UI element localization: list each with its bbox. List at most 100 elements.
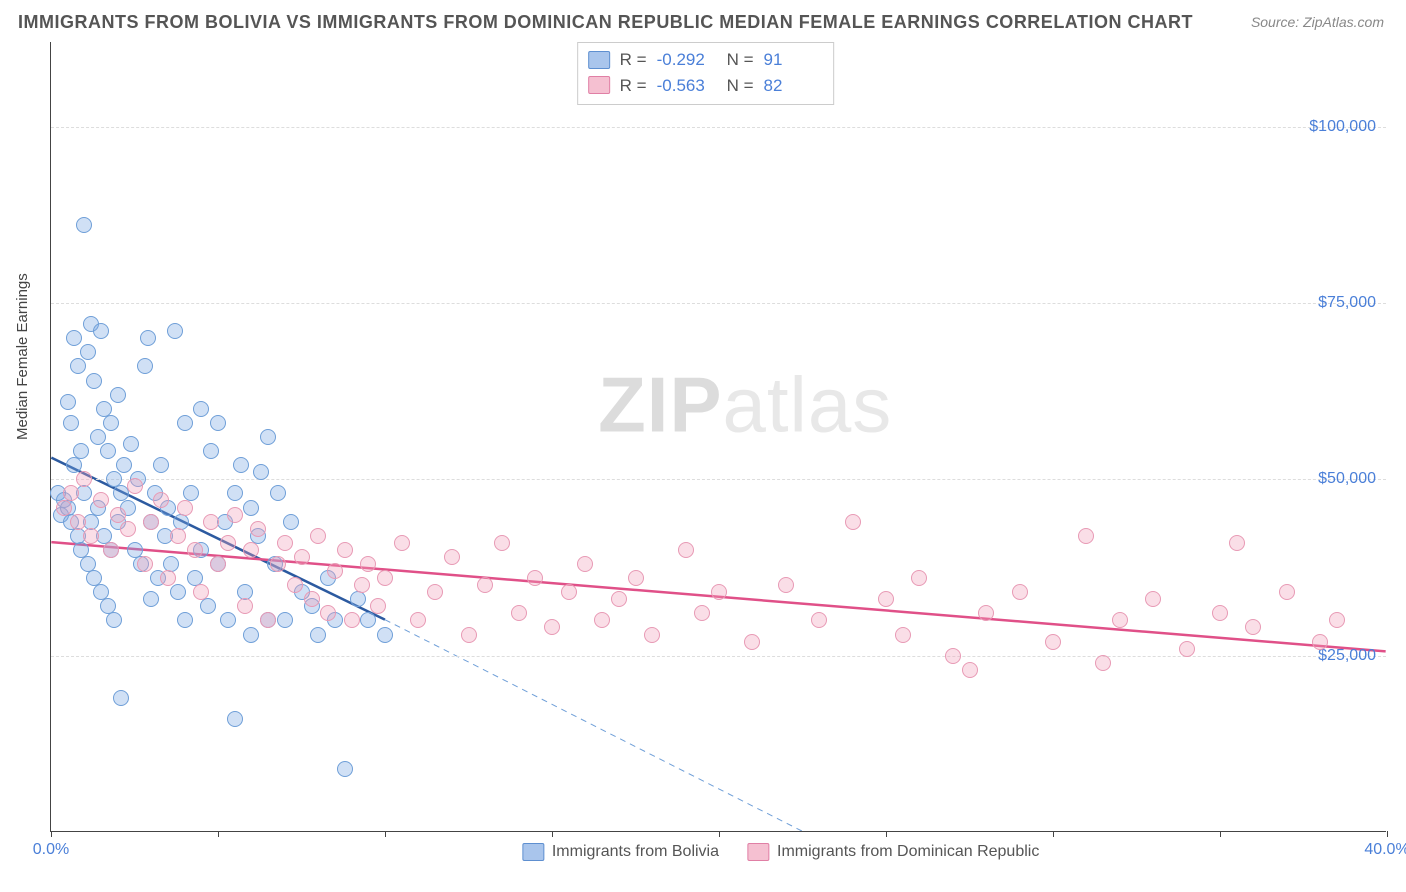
data-point xyxy=(227,507,243,523)
data-point xyxy=(1312,634,1328,650)
data-point xyxy=(911,570,927,586)
y-tick-label: $100,000 xyxy=(1309,118,1376,136)
x-tick-label: 40.0% xyxy=(1364,841,1406,859)
data-point xyxy=(83,528,99,544)
data-point xyxy=(76,471,92,487)
data-point xyxy=(70,514,86,530)
data-point xyxy=(116,457,132,473)
data-point xyxy=(561,584,577,600)
data-point xyxy=(123,436,139,452)
data-point xyxy=(203,443,219,459)
data-point xyxy=(1145,591,1161,607)
data-point xyxy=(320,605,336,621)
data-point xyxy=(177,415,193,431)
x-tick xyxy=(51,831,52,837)
data-point xyxy=(153,457,169,473)
x-tick xyxy=(1387,831,1388,837)
data-point xyxy=(177,500,193,516)
data-point xyxy=(310,528,326,544)
stat-label: N = xyxy=(727,73,754,99)
data-point xyxy=(76,217,92,233)
legend-label-bolivia: Immigrants from Bolivia xyxy=(552,843,719,861)
correlation-stats-box: R = -0.292 N = 91 R = -0.563 N = 82 xyxy=(577,42,835,105)
data-point xyxy=(978,605,994,621)
data-point xyxy=(350,591,366,607)
data-point xyxy=(337,542,353,558)
data-point xyxy=(170,528,186,544)
y-tick-label: $75,000 xyxy=(1318,294,1376,312)
data-point xyxy=(237,598,253,614)
data-point xyxy=(611,591,627,607)
data-point xyxy=(210,415,226,431)
data-point xyxy=(577,556,593,572)
data-point xyxy=(444,549,460,565)
swatch-dominican xyxy=(588,76,610,94)
chart-title: IMMIGRANTS FROM BOLIVIA VS IMMIGRANTS FR… xyxy=(18,12,1193,33)
stat-label: N = xyxy=(727,47,754,73)
data-point xyxy=(337,761,353,777)
data-point xyxy=(260,612,276,628)
legend-swatch-bolivia xyxy=(522,843,544,861)
data-point xyxy=(945,648,961,664)
data-point xyxy=(410,612,426,628)
data-point xyxy=(80,344,96,360)
data-point xyxy=(113,690,129,706)
x-tick xyxy=(218,831,219,837)
data-point xyxy=(70,358,86,374)
data-point xyxy=(277,612,293,628)
data-point xyxy=(1078,528,1094,544)
data-point xyxy=(220,612,236,628)
data-point xyxy=(193,401,209,417)
data-point xyxy=(778,577,794,593)
source-label: Source: ZipAtlas.com xyxy=(1251,14,1384,30)
x-tick xyxy=(886,831,887,837)
data-point xyxy=(227,711,243,727)
data-point xyxy=(845,514,861,530)
data-point xyxy=(90,429,106,445)
data-point xyxy=(73,443,89,459)
data-point xyxy=(427,584,443,600)
data-point xyxy=(1112,612,1128,628)
data-point xyxy=(354,577,370,593)
data-point xyxy=(811,612,827,628)
data-point xyxy=(243,500,259,516)
data-point xyxy=(283,514,299,530)
data-point xyxy=(93,323,109,339)
data-point xyxy=(277,535,293,551)
data-point xyxy=(370,598,386,614)
data-point xyxy=(1012,584,1028,600)
data-point xyxy=(1095,655,1111,671)
data-point xyxy=(203,514,219,530)
data-point xyxy=(260,429,276,445)
swatch-bolivia xyxy=(588,51,610,69)
r-value-bolivia: -0.292 xyxy=(657,47,717,73)
data-point xyxy=(193,584,209,600)
data-point xyxy=(310,627,326,643)
data-point xyxy=(137,358,153,374)
x-tick xyxy=(385,831,386,837)
data-point xyxy=(210,556,226,572)
data-point xyxy=(962,662,978,678)
data-point xyxy=(1329,612,1345,628)
n-value-bolivia: 91 xyxy=(764,47,824,73)
data-point xyxy=(60,394,76,410)
data-point xyxy=(878,591,894,607)
data-point xyxy=(93,492,109,508)
data-point xyxy=(744,634,760,650)
data-point xyxy=(377,570,393,586)
data-point xyxy=(594,612,610,628)
data-point xyxy=(63,485,79,501)
data-point xyxy=(1212,605,1228,621)
data-point xyxy=(360,556,376,572)
data-point xyxy=(103,542,119,558)
data-point xyxy=(187,542,203,558)
data-point xyxy=(344,612,360,628)
data-point xyxy=(270,485,286,501)
data-point xyxy=(233,457,249,473)
data-point xyxy=(103,415,119,431)
data-point xyxy=(1045,634,1061,650)
data-point xyxy=(120,521,136,537)
stats-row-dominican: R = -0.563 N = 82 xyxy=(588,73,824,99)
x-tick xyxy=(1053,831,1054,837)
data-point xyxy=(628,570,644,586)
